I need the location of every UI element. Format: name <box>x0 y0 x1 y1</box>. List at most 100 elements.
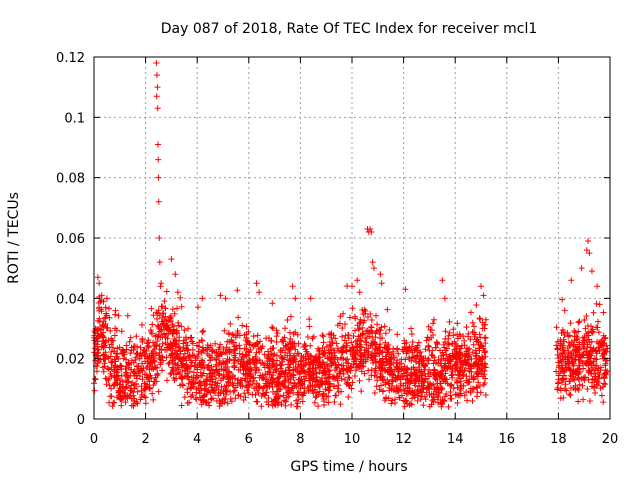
data-point <box>264 371 271 378</box>
data-point <box>569 371 576 378</box>
data-point <box>472 360 479 367</box>
data-point <box>362 307 369 314</box>
data-point <box>219 396 226 403</box>
data-point <box>438 362 445 369</box>
data-point <box>322 386 329 393</box>
data-point <box>441 364 448 371</box>
data-point <box>268 337 275 344</box>
data-point <box>315 391 322 398</box>
data-point <box>241 353 248 360</box>
data-point <box>473 301 480 308</box>
data-point <box>316 350 323 357</box>
data-point <box>408 395 415 402</box>
data-point <box>560 376 567 383</box>
data-point <box>164 335 171 342</box>
data-point <box>420 361 427 368</box>
data-point <box>103 295 110 302</box>
data-point <box>134 363 141 370</box>
data-point <box>313 381 320 388</box>
data-point <box>570 367 577 374</box>
data-point <box>306 371 313 378</box>
data-point <box>436 389 443 396</box>
data-point <box>245 370 252 377</box>
data-point <box>250 343 257 350</box>
data-point <box>177 294 184 301</box>
data-point <box>199 372 206 379</box>
data-point <box>306 377 313 384</box>
data-point <box>279 354 286 361</box>
data-point <box>310 375 317 382</box>
data-point <box>421 393 428 400</box>
data-point <box>594 367 601 374</box>
data-point <box>139 391 146 398</box>
data-point <box>576 381 583 388</box>
data-point <box>288 344 295 351</box>
data-point <box>253 380 260 387</box>
data-point <box>235 366 242 373</box>
data-point <box>601 380 608 387</box>
data-point <box>207 354 214 361</box>
data-point <box>476 383 483 390</box>
data-point <box>427 380 434 387</box>
data-point <box>173 350 180 357</box>
data-point <box>270 358 277 365</box>
data-point <box>368 372 375 379</box>
data-point <box>585 358 592 365</box>
data-point <box>235 358 242 365</box>
data-point <box>279 381 286 388</box>
data-point <box>305 356 312 363</box>
data-point <box>604 345 611 352</box>
data-point <box>349 345 356 352</box>
data-point <box>161 331 168 338</box>
data-point <box>345 374 352 381</box>
data-point <box>212 356 219 363</box>
data-point <box>402 397 409 404</box>
data-point <box>169 351 176 358</box>
data-point <box>460 371 467 378</box>
data-point <box>244 361 251 368</box>
data-point <box>348 339 355 346</box>
data-point <box>283 394 290 401</box>
data-point <box>261 364 268 371</box>
data-point <box>92 345 99 352</box>
data-point <box>115 392 122 399</box>
data-point <box>188 384 195 391</box>
data-point <box>389 378 396 385</box>
data-point <box>139 338 146 345</box>
data-point <box>226 368 233 375</box>
data-point <box>242 394 249 401</box>
data-point <box>137 344 144 351</box>
data-point <box>145 374 152 381</box>
data-point <box>261 383 268 390</box>
data-point <box>460 361 467 368</box>
data-point <box>478 365 485 372</box>
data-point <box>199 329 206 336</box>
data-point <box>249 381 256 388</box>
data-point <box>457 375 464 382</box>
data-point <box>559 296 566 303</box>
data-point <box>171 310 178 317</box>
data-point <box>571 377 578 384</box>
data-point <box>470 363 477 370</box>
data-point <box>127 387 134 394</box>
data-point <box>102 304 109 311</box>
data-point <box>130 368 137 375</box>
data-point <box>242 382 249 389</box>
data-point <box>277 362 284 369</box>
data-point <box>349 283 355 290</box>
data-point <box>561 331 568 338</box>
data-point <box>292 358 299 365</box>
data-point <box>203 399 210 406</box>
data-point <box>596 301 603 308</box>
data-point <box>213 384 220 391</box>
data-point <box>598 392 605 399</box>
data-point <box>234 330 241 337</box>
data-point <box>568 338 575 345</box>
data-point <box>565 364 572 371</box>
data-point <box>479 354 486 361</box>
data-point <box>239 322 246 329</box>
data-point <box>274 388 281 395</box>
data-point <box>241 375 248 382</box>
data-point <box>382 367 389 374</box>
data-point <box>575 319 582 326</box>
